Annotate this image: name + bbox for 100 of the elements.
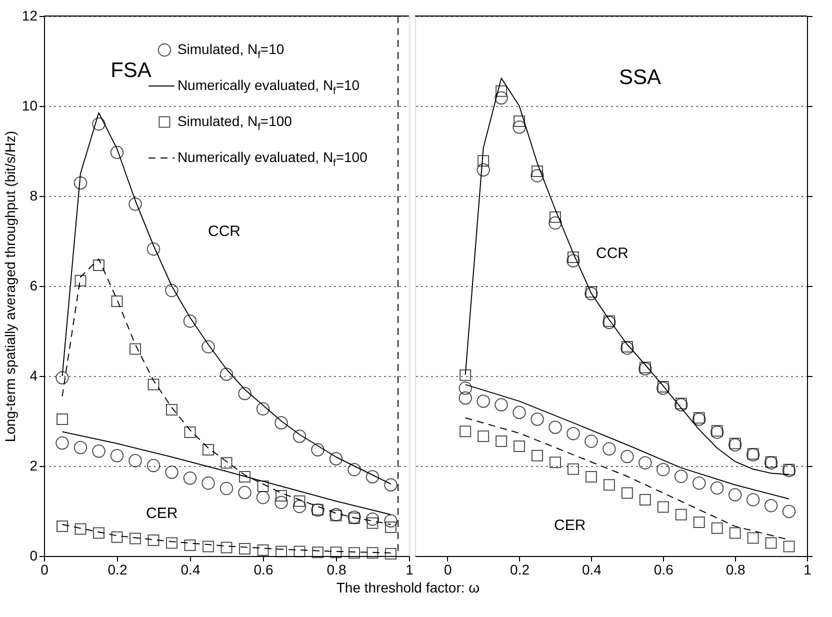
point bbox=[603, 479, 615, 491]
point bbox=[165, 284, 178, 298]
point bbox=[146, 458, 160, 472]
point bbox=[512, 120, 526, 134]
point bbox=[274, 416, 288, 430]
point bbox=[130, 532, 141, 544]
point bbox=[93, 260, 104, 272]
point bbox=[239, 471, 250, 483]
point bbox=[56, 520, 68, 532]
y-axis-title: Long-term spatially averaged throughput (bit/s/Hz) bbox=[2, 130, 18, 442]
point bbox=[494, 398, 508, 412]
point bbox=[256, 490, 270, 504]
point bbox=[348, 547, 360, 559]
point bbox=[184, 426, 196, 438]
point bbox=[384, 478, 398, 492]
point bbox=[548, 216, 562, 230]
point bbox=[567, 251, 579, 263]
point bbox=[74, 523, 86, 535]
point bbox=[257, 544, 269, 556]
point bbox=[276, 546, 287, 558]
point bbox=[348, 462, 361, 476]
point bbox=[385, 548, 396, 560]
point bbox=[74, 274, 86, 286]
point bbox=[166, 404, 178, 416]
point bbox=[621, 341, 633, 352]
point bbox=[366, 547, 378, 559]
x-tick-label: 1 bbox=[406, 562, 414, 578]
x-tick-label: 0.8 bbox=[326, 562, 346, 578]
x-tick-label: 0.4 bbox=[582, 562, 602, 578]
point bbox=[584, 287, 598, 300]
point bbox=[220, 542, 232, 554]
point bbox=[783, 540, 795, 552]
point bbox=[111, 531, 123, 543]
point bbox=[130, 343, 141, 355]
annotation: CER bbox=[146, 505, 178, 522]
point bbox=[128, 197, 142, 211]
point bbox=[494, 91, 508, 105]
text: FSA bbox=[110, 59, 152, 82]
y-tick-label: 4 bbox=[30, 368, 38, 384]
x-axis-title: The threshold factor: ω bbox=[336, 580, 480, 596]
point bbox=[478, 155, 490, 167]
point bbox=[274, 496, 288, 510]
point bbox=[585, 286, 597, 298]
point bbox=[276, 490, 287, 502]
point bbox=[220, 457, 232, 469]
point bbox=[128, 454, 142, 468]
point bbox=[460, 369, 472, 381]
point bbox=[292, 430, 306, 443]
point bbox=[693, 516, 705, 528]
point bbox=[92, 117, 106, 131]
annotation: CER bbox=[554, 517, 586, 534]
point bbox=[710, 481, 724, 495]
point bbox=[657, 501, 669, 513]
point bbox=[458, 382, 472, 395]
point bbox=[366, 470, 380, 484]
text: SSA bbox=[618, 66, 662, 89]
point bbox=[639, 494, 651, 506]
point bbox=[711, 522, 723, 534]
x-tick-label: 0.2 bbox=[510, 562, 530, 578]
point bbox=[366, 512, 380, 526]
point bbox=[584, 434, 598, 448]
point bbox=[56, 413, 68, 425]
point bbox=[202, 540, 214, 552]
point bbox=[292, 500, 306, 514]
point bbox=[621, 487, 633, 499]
point bbox=[93, 527, 104, 539]
point bbox=[311, 443, 324, 456]
point bbox=[56, 371, 69, 384]
y-tick-label: 2 bbox=[30, 458, 38, 474]
point bbox=[548, 420, 562, 434]
point bbox=[496, 436, 508, 447]
point bbox=[385, 521, 396, 533]
point bbox=[92, 444, 106, 458]
annotation: CCR bbox=[208, 223, 241, 240]
point bbox=[74, 440, 88, 454]
x-tick-label: 0.6 bbox=[654, 562, 674, 578]
point bbox=[202, 476, 215, 490]
point bbox=[512, 406, 526, 420]
point bbox=[256, 402, 270, 416]
point bbox=[238, 386, 252, 400]
point bbox=[602, 316, 616, 330]
point bbox=[476, 163, 490, 177]
y-tick-label: 10 bbox=[22, 98, 38, 114]
point bbox=[550, 211, 561, 223]
point bbox=[148, 378, 160, 390]
point bbox=[183, 314, 197, 328]
point bbox=[329, 452, 343, 466]
point bbox=[764, 498, 778, 512]
point bbox=[566, 426, 580, 440]
point bbox=[312, 546, 324, 558]
point bbox=[585, 471, 597, 483]
point bbox=[184, 539, 196, 551]
point bbox=[567, 463, 579, 475]
y-tick-label: 0 bbox=[30, 548, 38, 564]
point bbox=[366, 517, 378, 529]
point bbox=[674, 470, 688, 483]
point bbox=[620, 341, 634, 355]
point bbox=[530, 412, 544, 426]
point bbox=[148, 534, 160, 546]
point bbox=[514, 116, 526, 128]
